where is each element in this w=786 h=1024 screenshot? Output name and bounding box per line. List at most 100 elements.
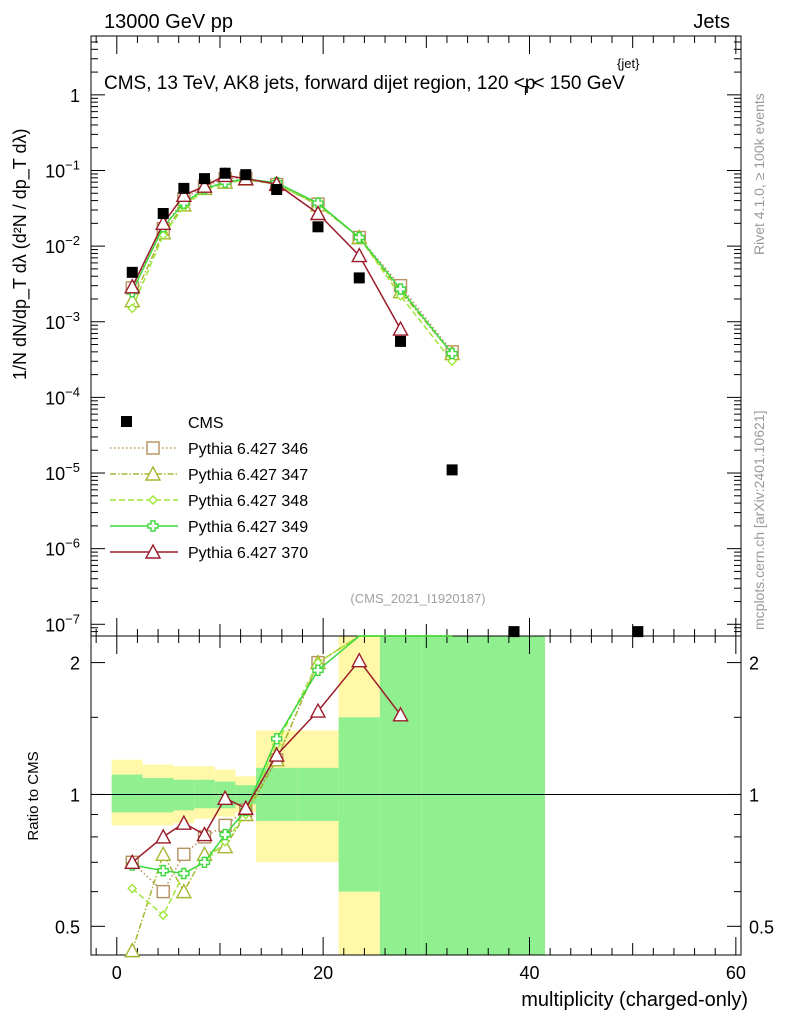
ratio-series-point bbox=[271, 733, 283, 745]
ratio-series-point bbox=[216, 789, 234, 805]
cms-data-point bbox=[198, 173, 210, 185]
ratio-series-point bbox=[156, 884, 170, 899]
legend: CMS Pythia 6.427 346 Pythia 6.427 347 Pythi… bbox=[110, 415, 308, 562]
ratio-band-inner bbox=[111, 774, 143, 813]
mcplots-label: mcplots.cern.ch [arXiv:2401.10621] bbox=[751, 411, 767, 630]
y-tick-label: 10−1 bbox=[45, 157, 80, 181]
legend-series-label: Pythia 6.427 346 bbox=[188, 441, 308, 458]
ratio-series-point bbox=[198, 856, 211, 868]
plot-title-sub: T bbox=[521, 83, 529, 98]
legend-marker bbox=[144, 543, 162, 559]
cms-data-point bbox=[353, 272, 365, 284]
ratio-series-point bbox=[196, 826, 213, 842]
x-tick-label: 60 bbox=[726, 963, 746, 983]
cms-data-point bbox=[240, 169, 252, 181]
ratio-uncertainty-bands bbox=[91, 636, 741, 955]
y-tick-label: 1 bbox=[70, 86, 80, 106]
header-right-title: Jets bbox=[693, 11, 730, 33]
x-tick-label: 0 bbox=[112, 963, 122, 983]
ratio-band-inner bbox=[379, 636, 422, 955]
main-series-line bbox=[131, 174, 402, 330]
ratio-series-point bbox=[178, 867, 190, 880]
ratio-series-point bbox=[155, 845, 172, 862]
plot-title-superscript: {jet} bbox=[617, 56, 640, 71]
cms-data-point bbox=[271, 184, 283, 196]
cms-data-point bbox=[446, 464, 458, 476]
legend-series-label: Pythia 6.427 370 bbox=[188, 545, 308, 562]
cms-data-point bbox=[126, 266, 138, 278]
ratio-series-point bbox=[175, 814, 193, 830]
y-tick-label: 10−3 bbox=[45, 309, 80, 333]
ratio-y-tick-label-right: 2 bbox=[749, 654, 759, 674]
plot-title-main: CMS, 13 TeV, AK8 jets, forward dijet reg… bbox=[104, 73, 535, 94]
main-series-point bbox=[309, 205, 327, 221]
legend-series-label: Pythia 6.427 348 bbox=[188, 493, 308, 510]
cms-data-point bbox=[508, 626, 520, 638]
y-tick-label: 10−2 bbox=[45, 233, 80, 257]
main-series-point bbox=[175, 186, 193, 202]
ratio-series-point bbox=[158, 910, 169, 921]
ratio-y-tick-label-right: 0.5 bbox=[749, 917, 774, 937]
y-tick-label: 10−7 bbox=[45, 611, 80, 635]
legend-marker bbox=[144, 465, 162, 481]
rivet-version-label: Rivet 4.1.0, ≥ 100k events bbox=[751, 93, 767, 255]
ratio-y-tick-label-left: 1 bbox=[70, 785, 80, 805]
x-tick-label: 40 bbox=[519, 963, 539, 983]
ratio-series-point bbox=[237, 799, 254, 815]
legend-cms-label: CMS bbox=[188, 415, 224, 432]
legend-marker bbox=[146, 441, 160, 455]
ratio-series-point bbox=[268, 746, 285, 762]
ratio-series-point bbox=[155, 828, 172, 844]
header-left-title: 13000 GeV pp bbox=[104, 11, 233, 33]
ratio-series-point bbox=[312, 664, 324, 677]
main-series-point bbox=[312, 197, 324, 209]
ratio-series-point bbox=[392, 706, 409, 722]
y-axis-label-ratio: Ratio to CMS bbox=[25, 751, 42, 840]
plot-title: CMS, 13 TeV, AK8 jets, forward dijet reg… bbox=[104, 73, 625, 98]
ratio-series-point bbox=[219, 828, 231, 841]
y-axis-label-main: 1/N dN/dp_T dλ (d²N / dp_T dλ) bbox=[10, 129, 31, 380]
main-series-point bbox=[127, 303, 138, 314]
ratio-series-point bbox=[127, 883, 138, 894]
main-series-point bbox=[392, 320, 409, 336]
cms-data-point bbox=[178, 182, 190, 194]
y-tick-label: 10−4 bbox=[45, 384, 80, 408]
legend-cms-marker bbox=[121, 416, 132, 427]
main-series-point bbox=[124, 278, 141, 294]
ratio-panel-series bbox=[124, 635, 453, 958]
main-panel-series bbox=[124, 166, 644, 638]
ratio-series-point bbox=[124, 942, 141, 958]
cms-data-point bbox=[395, 335, 407, 347]
ratio-y-tick-label-left: 2 bbox=[70, 654, 80, 674]
plot-title-tail: < 150 GeV bbox=[533, 73, 625, 94]
cms-data-point bbox=[312, 221, 324, 233]
ratio-band-inner bbox=[421, 636, 545, 955]
main-panel-frame: 10−7 10−6 10−5 10−4 10−3 10−2 10−1 1 bbox=[45, 35, 742, 637]
legend-series-label: Pythia 6.427 349 bbox=[188, 519, 308, 536]
ratio-y-tick-label-left: 0.5 bbox=[55, 917, 80, 937]
cms-data-point bbox=[219, 167, 231, 179]
main-series-point bbox=[196, 177, 213, 193]
y-tick-label: 10−5 bbox=[45, 460, 80, 484]
x-axis-label: multiplicity (charged-only) bbox=[521, 989, 748, 1011]
main-series-point bbox=[351, 247, 368, 263]
ratio-y-tick-label-right: 1 bbox=[749, 785, 759, 805]
main-series-point bbox=[446, 347, 458, 360]
ratio-series-line bbox=[131, 659, 402, 863]
main-series-point bbox=[394, 283, 407, 295]
y-tick-label: 10−6 bbox=[45, 536, 80, 560]
ratio-series-point bbox=[175, 883, 193, 899]
ratio-series-point bbox=[177, 847, 191, 862]
ratio-band-inner bbox=[173, 779, 195, 811]
legend-marker bbox=[148, 495, 158, 505]
ratio-series-point bbox=[309, 702, 327, 718]
legend-marker bbox=[147, 520, 159, 532]
x-tick-label: 20 bbox=[313, 963, 333, 983]
ratio-band-inner bbox=[338, 717, 380, 892]
analysis-id: (CMS_2021_I1920187) bbox=[350, 591, 485, 606]
main-series-point bbox=[447, 356, 458, 367]
ratio-series-point bbox=[124, 853, 141, 869]
ratio-series-point bbox=[157, 864, 169, 877]
ratio-band-inner bbox=[142, 778, 174, 813]
